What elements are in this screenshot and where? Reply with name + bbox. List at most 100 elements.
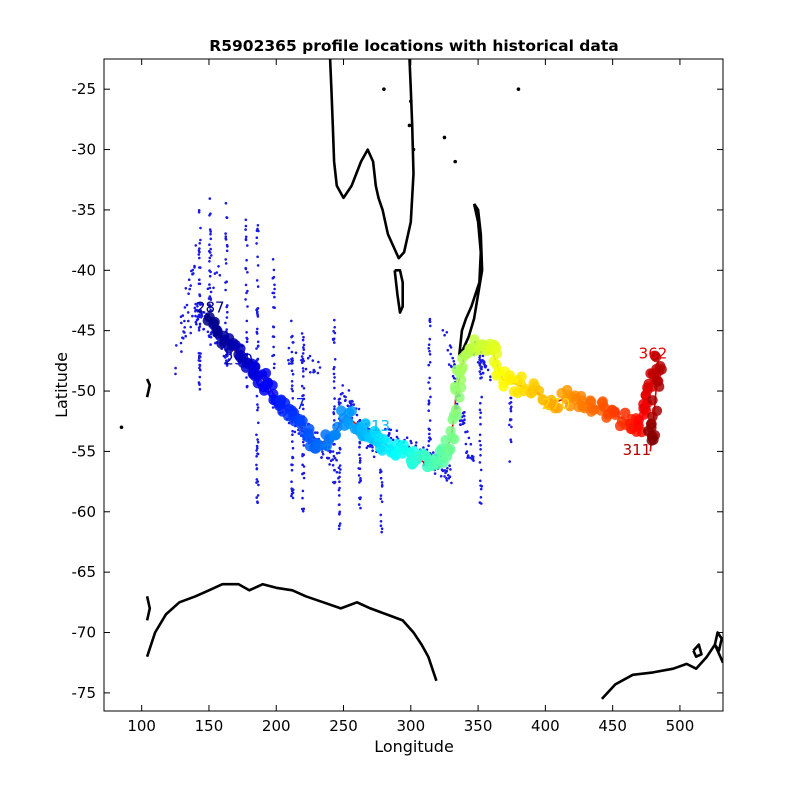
historical-point <box>255 463 258 467</box>
historical-point <box>256 408 259 412</box>
historical-point <box>223 356 227 359</box>
island <box>453 159 458 164</box>
historical-point <box>338 486 341 490</box>
historical-point <box>443 475 446 478</box>
historical-point <box>389 428 393 432</box>
historical-point <box>479 484 482 487</box>
historical-point <box>480 502 483 505</box>
x-tick-label: 200 <box>262 717 291 735</box>
historical-point <box>255 347 258 350</box>
historical-point <box>332 443 335 446</box>
profile-location <box>504 370 515 381</box>
historical-point <box>255 242 258 245</box>
historical-point <box>428 436 431 439</box>
historical-point <box>451 356 455 360</box>
historical-point <box>479 448 482 451</box>
historical-point <box>321 450 324 454</box>
historical-point <box>291 455 294 459</box>
y-axis-label: Latitude <box>52 352 71 418</box>
historical-point <box>433 472 437 475</box>
x-axis-label: Longitude <box>374 737 454 756</box>
historical-point <box>338 522 342 525</box>
historical-point <box>255 478 259 481</box>
historical-point <box>333 358 337 361</box>
historical-point <box>272 353 276 357</box>
historical-point <box>479 468 483 472</box>
historical-point <box>333 318 336 322</box>
profile-location <box>552 402 564 414</box>
historical-point <box>445 331 449 334</box>
coastline <box>692 643 703 658</box>
x-tick-label: 150 <box>195 717 224 735</box>
historical-point <box>209 290 213 294</box>
historical-point <box>199 266 202 269</box>
historical-point <box>447 363 451 366</box>
historical-point <box>478 433 482 437</box>
historical-point <box>339 392 343 396</box>
historical-point <box>331 337 335 341</box>
historical-point <box>301 352 305 355</box>
profile-location <box>450 404 462 415</box>
historical-point <box>302 407 305 411</box>
historical-point <box>445 469 449 473</box>
historical-point <box>452 360 456 363</box>
profile-location <box>577 401 588 412</box>
historical-point <box>301 367 305 370</box>
coastline <box>393 269 404 314</box>
historical-point <box>333 331 337 335</box>
historical-point <box>453 363 456 366</box>
historical-point <box>290 380 294 383</box>
historical-point <box>198 322 202 326</box>
historical-point <box>291 389 295 393</box>
historical-point <box>409 439 413 443</box>
historical-point <box>332 372 336 376</box>
historical-point <box>196 315 199 319</box>
historical-point <box>287 358 290 362</box>
historical-point <box>256 406 260 409</box>
historical-point <box>245 331 248 334</box>
historical-point <box>357 407 361 411</box>
historical-point <box>467 456 470 459</box>
historical-point <box>302 507 306 511</box>
historical-point <box>380 500 384 504</box>
historical-point <box>338 524 341 528</box>
historical-point <box>338 451 341 455</box>
historical-point <box>359 496 362 499</box>
historical-point <box>291 463 294 467</box>
historical-point <box>372 455 376 459</box>
historical-point <box>302 370 305 373</box>
historical-point <box>199 226 202 230</box>
historical-point <box>175 344 178 347</box>
historical-point <box>244 238 248 242</box>
historical-point <box>478 461 482 464</box>
profile-number-label: 213 <box>361 417 390 435</box>
historical-point <box>332 329 335 333</box>
historical-point <box>333 419 336 422</box>
historical-point <box>509 418 512 421</box>
historical-point <box>463 410 466 414</box>
historical-point <box>358 453 361 457</box>
historical-point <box>255 310 259 314</box>
historical-point <box>509 407 512 411</box>
historical-point <box>198 256 201 260</box>
historical-point <box>244 298 247 301</box>
historical-point <box>256 307 260 310</box>
historical-point <box>348 401 352 405</box>
historical-point <box>256 255 259 259</box>
historical-point <box>197 282 201 286</box>
historical-point <box>291 357 294 360</box>
historical-point <box>509 440 513 444</box>
historical-point <box>180 350 183 353</box>
profile-location <box>656 364 667 375</box>
coastline <box>713 631 723 652</box>
historical-point <box>224 321 227 325</box>
historical-point <box>509 396 512 400</box>
y-tick-label: -75 <box>72 684 97 702</box>
historical-point <box>194 308 197 312</box>
historical-point <box>317 360 320 364</box>
historical-point <box>255 279 259 282</box>
historical-point <box>255 496 258 499</box>
profile-location <box>398 439 409 451</box>
historical-point <box>479 443 482 447</box>
x-tick-label: 100 <box>127 717 156 735</box>
